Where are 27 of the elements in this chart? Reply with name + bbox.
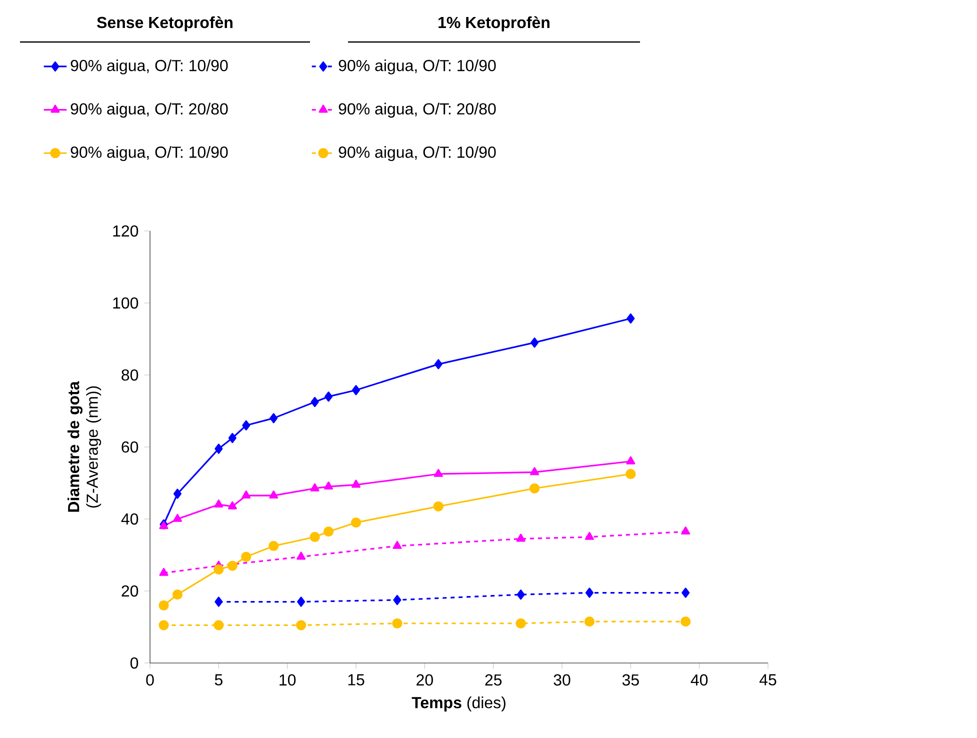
y-tick-label: 40: [121, 513, 138, 525]
legend-label: 90% aigua, O/T: 20/80: [338, 102, 496, 118]
y-axis-title: Diametre de gota (Z-Average (nm)): [68, 381, 102, 512]
x-tick-label: 15: [348, 674, 364, 686]
legend-label: 90% aigua, O/T: 10/90: [338, 59, 496, 74]
x-tick-label: 10: [280, 674, 296, 686]
x-tick-label: 40: [690, 674, 708, 686]
x-tick-label: 0: [146, 674, 154, 686]
y-tick-label: 0: [130, 657, 138, 669]
text: Sense Ketoprofèn: [97, 16, 232, 32]
x-axis-title: Temps (dies): [412, 696, 506, 712]
x-tick-label: 35: [622, 674, 639, 686]
legend-label: 90% aigua, O/T: 10/90: [338, 146, 496, 162]
text: 1% Ketoprofèn: [438, 16, 550, 32]
y-tick-label: 80: [122, 369, 138, 381]
y-tick-label: 20: [122, 585, 138, 597]
y-tick-label: 100: [113, 297, 138, 309]
legend-label: 90% aigua, O/T: 10/90: [70, 146, 228, 162]
y-tick-label: 120: [113, 225, 138, 237]
x-tick-label: 20: [416, 674, 433, 686]
y-tick-label: 60: [122, 441, 138, 453]
x-tick-label: 5: [214, 674, 222, 686]
legend-label: 90% aigua, O/T: 10/90: [70, 59, 228, 74]
x-tick-label: 25: [485, 674, 502, 686]
x-tick-label: 30: [554, 674, 570, 686]
legend-label: 90% aigua, O/T: 20/80: [70, 102, 228, 118]
x-tick-label: 45: [759, 674, 776, 686]
